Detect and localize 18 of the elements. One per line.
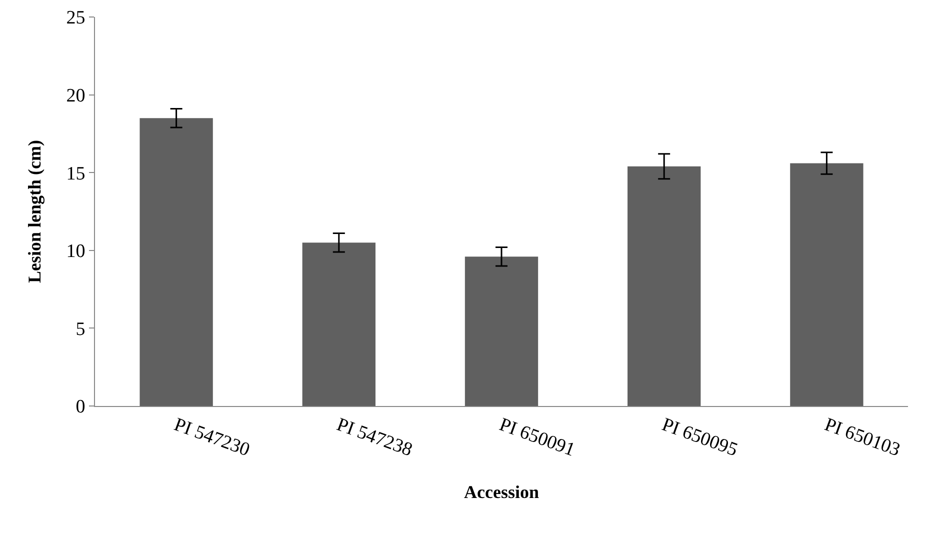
bar — [140, 118, 213, 406]
y-tick-label: 5 — [76, 318, 86, 340]
bar — [790, 163, 864, 406]
bar — [464, 256, 538, 406]
y-tick-label: 20 — [66, 85, 86, 106]
x-tick-label: PI 650095 — [659, 414, 740, 461]
x-tick-label: PI 547238 — [334, 414, 416, 461]
y-tick-label: 10 — [66, 241, 86, 262]
x-tick-label: PI 650103 — [822, 414, 903, 461]
y-tick-label: 0 — [76, 396, 86, 418]
y-tick-label: 15 — [66, 163, 86, 184]
y-axis-title: Lesion length (cm) — [24, 140, 44, 283]
x-axis-title: Accession — [464, 482, 539, 502]
x-tick-label: PI 650091 — [496, 414, 578, 461]
bar — [302, 242, 376, 406]
y-tick-label: 25 — [66, 8, 86, 29]
x-tick-label: PI 547230 — [171, 414, 252, 461]
bar — [628, 166, 701, 406]
